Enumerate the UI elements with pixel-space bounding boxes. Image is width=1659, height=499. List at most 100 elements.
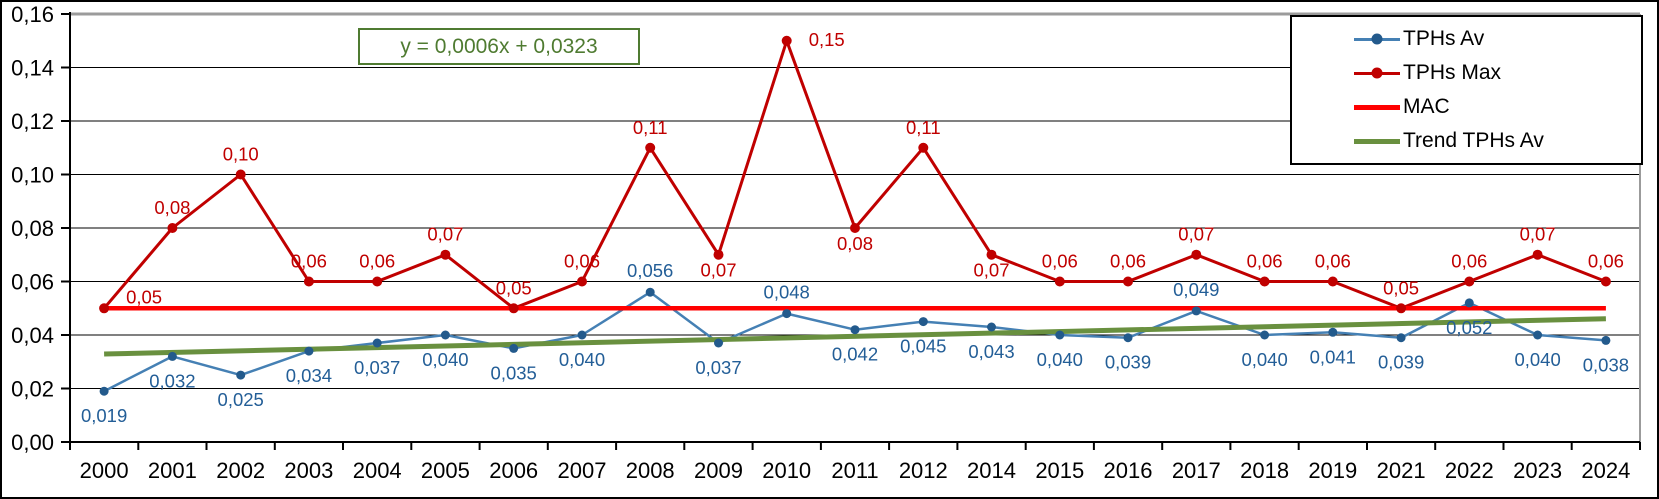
legend-entry-tphs-max: TPHs Max xyxy=(1354,61,1641,85)
data-label-max: 0,06 xyxy=(1588,251,1624,272)
x-axis-tick-label: 2008 xyxy=(626,458,675,483)
data-label-max: 0,07 xyxy=(427,224,463,245)
trend-legend-line-icon xyxy=(1354,138,1400,144)
tphs-max-marker xyxy=(303,276,314,287)
tphs-av-marker xyxy=(782,309,792,319)
data-label-av: 0,019 xyxy=(81,405,127,426)
data-label-max: 0,08 xyxy=(837,233,873,254)
tphs-av-marker xyxy=(850,325,860,335)
data-label-max: 0,06 xyxy=(1247,251,1283,272)
x-axis-tick-label: 2002 xyxy=(216,458,265,483)
tphs-av-marker xyxy=(645,287,655,297)
tphs-max-marker xyxy=(1532,249,1543,260)
data-label-max: 0,06 xyxy=(564,251,600,272)
data-label-av: 0,038 xyxy=(1583,354,1629,375)
x-axis-tick-label: 2000 xyxy=(80,458,129,483)
tphs-av-marker xyxy=(440,330,450,340)
data-label-max: 0,07 xyxy=(1520,224,1556,245)
x-axis-tick-label: 2003 xyxy=(284,458,333,483)
tphs-max-marker xyxy=(850,223,860,233)
data-label-max: 0,11 xyxy=(633,117,668,138)
data-label-av: 0,043 xyxy=(968,341,1014,362)
tphs-max-marker xyxy=(1191,249,1202,260)
tphs-max-marker xyxy=(508,303,519,314)
tphs-av-legend-line-icon xyxy=(1354,33,1400,45)
tphs-av-marker xyxy=(1328,327,1338,337)
data-label-av: 0,056 xyxy=(627,260,673,281)
tphs-max-marker xyxy=(167,223,178,233)
tphs-av-marker xyxy=(1533,330,1543,340)
x-axis-tick-label: 2018 xyxy=(1240,458,1289,483)
legend-label-trend: Trend TPHs Av xyxy=(1403,129,1544,152)
data-label-av: 0,037 xyxy=(695,357,741,378)
tphs-av-marker xyxy=(1123,333,1133,343)
x-axis-tick-label: 2019 xyxy=(1308,458,1357,483)
data-label-av: 0,037 xyxy=(354,357,400,378)
x-axis-tick-label: 2023 xyxy=(1513,458,1562,483)
tphs-av-marker xyxy=(304,346,314,356)
data-label-max: 0,06 xyxy=(1315,251,1351,272)
data-label-max: 0,07 xyxy=(973,260,1009,281)
tphs-av-marker xyxy=(167,351,177,361)
data-label-max: 0,07 xyxy=(1178,224,1214,245)
tphs-max-marker xyxy=(1259,276,1270,287)
data-label-av: 0,048 xyxy=(764,282,810,303)
tphs-av-marker xyxy=(509,343,519,353)
tphs-max-legend-marker-icon xyxy=(1371,67,1383,79)
x-axis-tick-label: 2016 xyxy=(1104,458,1153,483)
tphs-max-marker xyxy=(1600,276,1611,287)
trend-equation-box: y = 0,0006x + 0,0323 xyxy=(358,28,640,65)
x-axis-tick-label: 2006 xyxy=(489,458,538,483)
data-label-max: 0,15 xyxy=(809,29,845,50)
legend-entry-trend: Trend TPHs Av xyxy=(1354,129,1641,153)
tphs-av-marker xyxy=(714,338,723,348)
data-label-av: 0,040 xyxy=(559,349,605,370)
data-label-av: 0,052 xyxy=(1446,317,1492,338)
data-label-max: 0,05 xyxy=(126,286,162,307)
legend: TPHs Av TPHs Max MAC Trend TPHs Av xyxy=(1290,15,1643,165)
data-label-max: 0,08 xyxy=(154,197,190,218)
legend-label-tphs-max: TPHs Max xyxy=(1403,61,1502,84)
mac-legend-line-icon xyxy=(1354,104,1400,110)
x-axis-tick-label: 2024 xyxy=(1581,458,1630,483)
tphs-av-marker xyxy=(1191,306,1201,316)
y-axis-tick-label: 0,10 xyxy=(11,163,54,188)
tphs-max-marker xyxy=(1396,303,1407,314)
tphs-max-marker xyxy=(713,249,724,260)
x-axis-tick-label: 2010 xyxy=(762,458,811,483)
x-axis-tick-label: 2017 xyxy=(1172,458,1221,483)
tphs-av-legend-marker-icon xyxy=(1371,33,1383,45)
data-label-max: 0,06 xyxy=(1110,251,1146,272)
legend-entry-tphs-av: TPHs Av xyxy=(1354,27,1641,51)
tphs-av-marker xyxy=(918,317,928,327)
x-axis-tick-label: 2004 xyxy=(353,458,402,483)
trend-equation-text: y = 0,0006x + 0,0323 xyxy=(400,34,598,58)
data-label-max: 0,06 xyxy=(359,251,395,272)
y-axis-tick-label: 0,00 xyxy=(11,430,54,455)
y-axis-tick-label: 0,04 xyxy=(11,323,54,348)
tphs-av-marker xyxy=(1601,335,1611,345)
x-axis-tick-label: 2014 xyxy=(967,458,1016,483)
data-label-av: 0,045 xyxy=(900,336,946,357)
legend-label-mac: MAC xyxy=(1403,95,1450,118)
x-axis-tick-label: 2011 xyxy=(831,458,878,483)
legend-entry-mac: MAC xyxy=(1354,95,1641,119)
data-label-max: 0,06 xyxy=(1042,251,1078,272)
tphs-max-marker xyxy=(986,249,997,260)
data-label-av: 0,040 xyxy=(1514,349,1560,370)
y-axis-tick-label: 0,14 xyxy=(11,56,54,81)
data-label-av: 0,034 xyxy=(286,365,332,386)
data-label-max: 0,11 xyxy=(906,117,941,138)
tphs-max-marker xyxy=(645,142,656,153)
data-label-av: 0,040 xyxy=(1037,349,1083,370)
data-label-av: 0,040 xyxy=(422,349,468,370)
tphs-max-marker xyxy=(372,276,383,287)
tphs-max-marker xyxy=(1054,276,1065,287)
x-axis-tick-label: 2009 xyxy=(694,458,743,483)
x-axis-tick-label: 2005 xyxy=(421,458,470,483)
x-axis-tick-label: 2012 xyxy=(899,458,948,483)
tphs-max-marker xyxy=(577,276,587,287)
x-axis-tick-label: 2007 xyxy=(558,458,607,483)
